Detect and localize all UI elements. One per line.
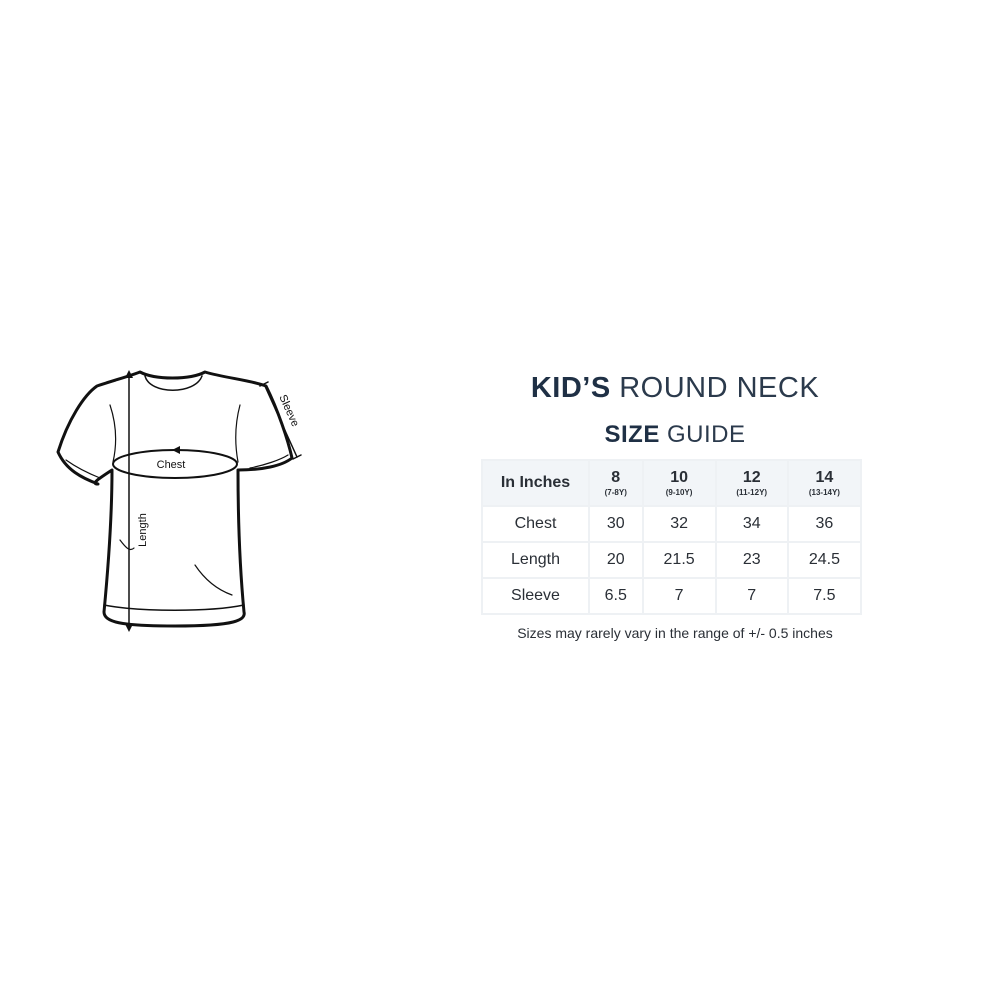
sleeve-measure-line	[263, 383, 298, 458]
size-header: 8 (7-8Y)	[588, 459, 644, 507]
age-range: (13-14Y)	[808, 488, 840, 497]
table-row: Chest 30 32 34 36	[481, 505, 863, 543]
age-range: (7-8Y)	[604, 488, 627, 497]
table-cell: 30	[588, 505, 644, 543]
table-cell: 6.5	[588, 577, 644, 615]
table-row: Length 20 21.5 23 24.5	[481, 541, 863, 579]
title-light: ROUND NECK	[619, 372, 820, 404]
size-table: In Inches 8 (7-8Y) 10 (9-10Y) 12 (11-12Y) 1…	[481, 459, 863, 615]
row-label: Chest	[481, 505, 590, 543]
table-cell: 21.5	[641, 541, 717, 579]
arrow-icon	[125, 370, 133, 378]
table-cell: 36	[786, 505, 863, 543]
table-cell: 23	[714, 541, 789, 579]
subtitle-light: GUIDE	[667, 421, 746, 448]
table-row: Sleeve 6.5 7 7 7.5	[481, 577, 863, 615]
size-header: 14 (13-14Y)	[786, 459, 863, 507]
row-label: Sleeve	[481, 577, 590, 615]
size-value: 10	[670, 469, 688, 486]
arrow-icon	[125, 624, 133, 632]
size-value: 14	[815, 469, 834, 486]
table-cell: 7	[714, 577, 789, 615]
table-cell: 32	[641, 505, 717, 543]
chest-label: Chest	[157, 459, 186, 471]
age-range: (11-12Y)	[736, 488, 768, 497]
table-cell: 7	[641, 577, 717, 615]
size-value: 8	[611, 469, 621, 486]
age-range: (9-10Y)	[665, 488, 693, 497]
table-cell: 20	[588, 541, 644, 579]
page-subtitle: SIZE GUIDE	[480, 421, 870, 449]
row-label: Length	[481, 541, 590, 579]
tshirt-diagram: Chest Length Sleeve	[56, 370, 302, 632]
corner-header: In Inches	[481, 459, 590, 507]
size-header: 12 (11-12Y)	[714, 459, 789, 507]
size-header: 10 (9-10Y)	[641, 459, 717, 507]
page-title: KID’S ROUND NECK	[480, 372, 870, 405]
table-cell: 34	[714, 505, 789, 543]
arrow-icon	[172, 446, 180, 454]
subtitle-bold: SIZE	[604, 421, 660, 448]
length-label: Length	[137, 513, 149, 547]
size-value: 12	[742, 469, 761, 486]
table-cell: 7.5	[786, 577, 863, 615]
size-note: Sizes may rarely vary in the range of +/…	[517, 625, 833, 641]
table-header-row: In Inches 8 (7-8Y) 10 (9-10Y) 12 (11-12Y) 1…	[481, 459, 863, 507]
shirt-outline	[56, 370, 294, 628]
title-bold: KID’S	[530, 372, 611, 404]
table-cell: 24.5	[786, 541, 863, 579]
